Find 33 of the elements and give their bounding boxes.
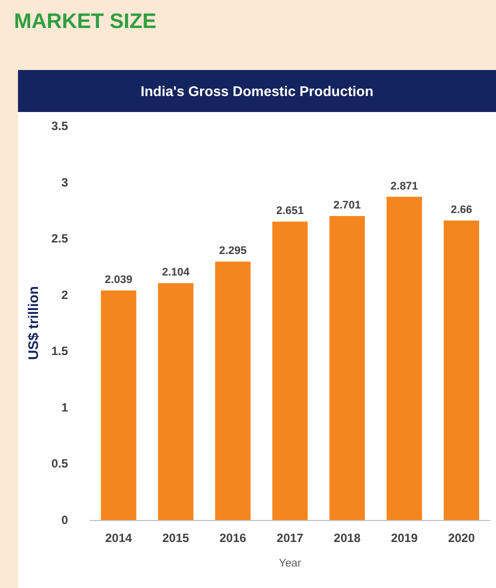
x-tick-label: 2015 [162, 531, 190, 545]
x-tick-label: 2016 [220, 531, 247, 545]
y-axis-title: US$ trillion [25, 286, 41, 360]
data-label: 2.295 [219, 245, 247, 258]
x-tick-label: 2018 [334, 531, 361, 545]
bar [329, 216, 365, 520]
data-label: 2.871 [390, 180, 418, 192]
text: MARKET SIZE [14, 10, 156, 34]
x-axis-title: Year [278, 558, 302, 570]
bar [100, 290, 136, 520]
data-label: 2.651 [276, 205, 304, 218]
x-tick-label: 2017 [276, 531, 304, 545]
data-label: 2.701 [333, 199, 361, 212]
bar [215, 262, 251, 520]
data-label: 2.104 [162, 266, 190, 279]
y-tick-label: 1 [61, 400, 68, 414]
y-tick-label: 1.5 [51, 344, 68, 358]
y-tick-label: 0 [61, 513, 68, 527]
data-label: 2.039 [104, 274, 132, 286]
bar [272, 222, 308, 520]
bar [444, 220, 480, 520]
x-tick-label: 2020 [448, 531, 476, 545]
x-tick-label: 2019 [390, 531, 418, 545]
y-tick-label: 2 [61, 288, 68, 302]
data-label: 2.66 [450, 204, 472, 216]
y-tick-label: 2.5 [51, 232, 68, 246]
bar [158, 283, 194, 520]
y-tick-label: 3 [61, 175, 68, 190]
x-tick-label: 2014 [105, 531, 132, 545]
y-tick-label: 3.5 [51, 119, 68, 133]
y-tick-label: 0.5 [51, 456, 68, 471]
bar [386, 196, 422, 520]
chart-title: India's Gross Domestic Production [18, 70, 496, 112]
